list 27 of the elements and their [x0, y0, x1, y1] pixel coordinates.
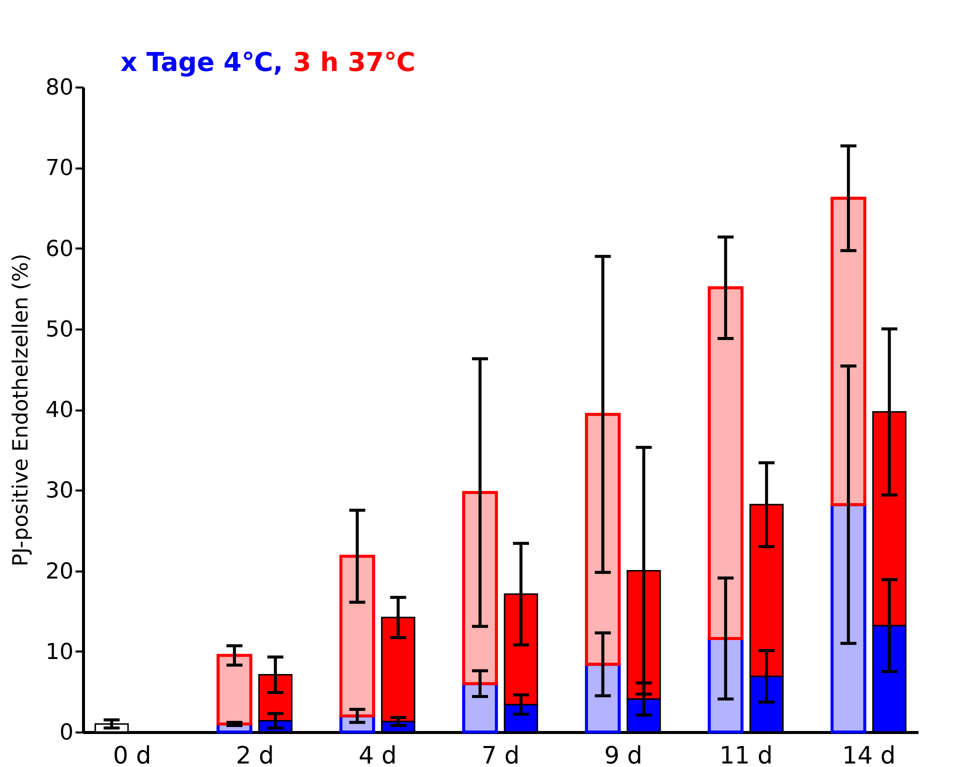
x-tick-label: 9 d — [604, 742, 642, 767]
text: 3 h 37℃ — [293, 48, 416, 78]
text: x Tage 4℃, — [120, 48, 283, 78]
bar — [830, 196, 866, 506]
y-tick-label: 50 — [46, 317, 74, 342]
x-tick-label: 11 d — [719, 742, 773, 767]
y-tick-label: 10 — [46, 640, 74, 665]
y-axis-title: PJ-positive Endothelzellen (%) — [8, 254, 33, 566]
y-tick-label: 60 — [46, 236, 74, 262]
bar — [339, 554, 376, 718]
x-tick-label: 14 d — [842, 742, 896, 767]
x-tick-label: 2 d — [236, 742, 274, 767]
x-tick-label: 7 d — [481, 742, 520, 767]
y-tick-label: 20 — [46, 559, 74, 584]
bar — [830, 503, 866, 734]
x-tick-label: 4 d — [358, 742, 397, 767]
bar — [584, 412, 621, 666]
y-tick-label: 80 — [46, 76, 74, 100]
bar — [462, 682, 498, 734]
y-tick-label: 70 — [46, 156, 74, 182]
y-tick-label: 30 — [46, 478, 74, 504]
bar — [708, 286, 744, 640]
bar — [462, 491, 498, 686]
y-tick-label: 40 — [46, 398, 74, 423]
bar — [216, 654, 252, 726]
x-tick-label: 0 d — [113, 742, 152, 767]
y-tick-label: 0 — [60, 720, 74, 746]
